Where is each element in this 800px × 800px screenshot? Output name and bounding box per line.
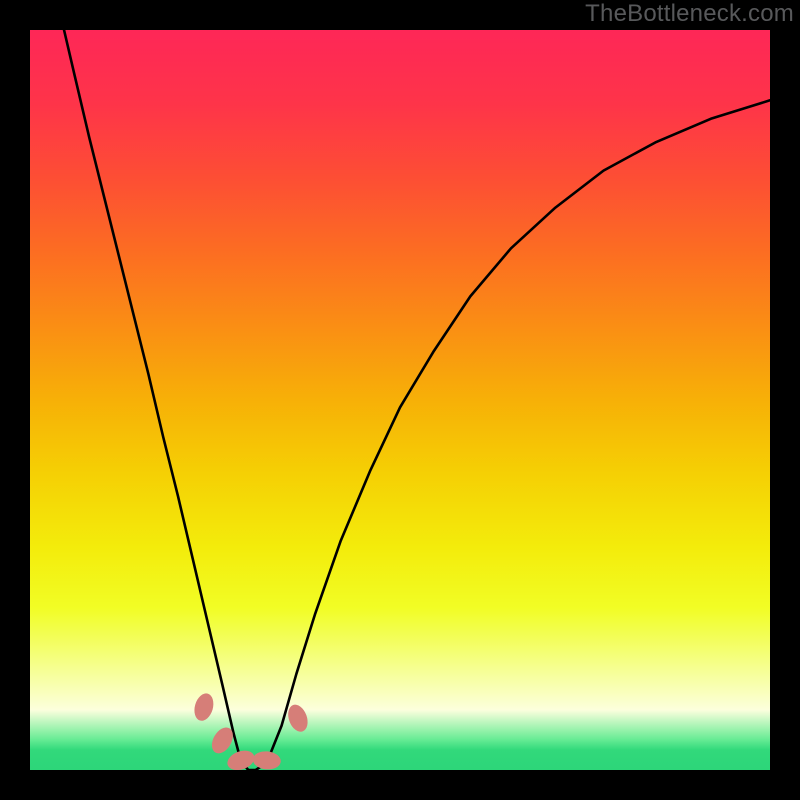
chart-frame: TheBottleneck.com xyxy=(0,0,800,800)
plot-area xyxy=(30,30,770,770)
watermark-text: TheBottleneck.com xyxy=(585,0,794,28)
plot-svg xyxy=(30,30,770,770)
